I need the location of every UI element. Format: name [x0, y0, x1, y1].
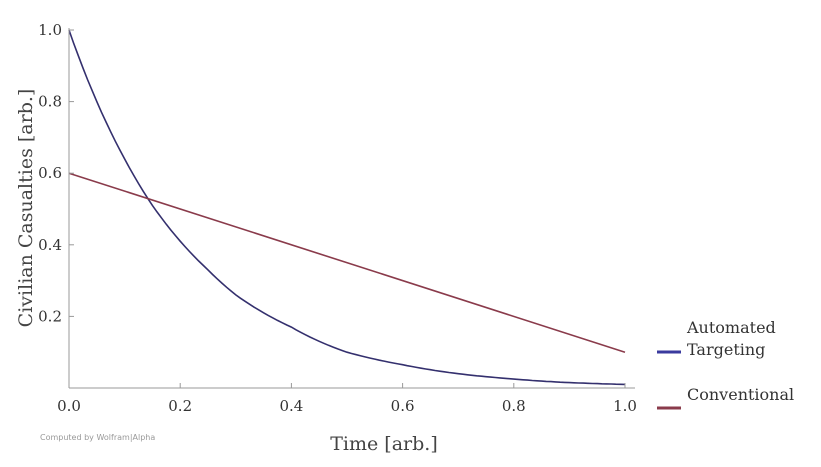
x-tick-label: 0.8 — [502, 397, 526, 415]
axes: 0.0 0.2 0.4 0.6 0.8 1.0 0.2 0.4 0.6 0.8 1.0 — [38, 21, 637, 415]
x-tick-label: 0.2 — [168, 397, 192, 415]
plot-area — [68, 29, 626, 386]
y-tick-label: 0.8 — [38, 93, 62, 111]
y-tick-label: 0.4 — [38, 236, 62, 254]
x-tick-label: 0.6 — [391, 397, 415, 415]
y-axis-label: Civilian Casualties [arb.] — [15, 89, 37, 328]
legend-label-automated-targeting: Automated — [686, 318, 776, 337]
series-line-automated-targeting — [68, 29, 626, 386]
x-axis-label: Time [arb.] — [330, 433, 438, 455]
y-tick-label: 0.2 — [38, 307, 62, 325]
credit-text: Computed by Wolfram|Alpha — [40, 433, 155, 442]
legend-label-conventional: Conventional — [687, 385, 794, 404]
x-tick-label: 0.0 — [57, 397, 81, 415]
y-tick-label: 0.6 — [38, 164, 62, 182]
x-tick-label: 0.4 — [279, 397, 303, 415]
y-tick-label: 1.0 — [38, 21, 62, 39]
legend-label-automated-targeting: Targeting — [687, 340, 765, 359]
series-line-conventional — [68, 172, 626, 353]
x-tick-label: 1.0 — [613, 397, 637, 415]
legend: Automated Targeting Conventional — [657, 318, 794, 410]
